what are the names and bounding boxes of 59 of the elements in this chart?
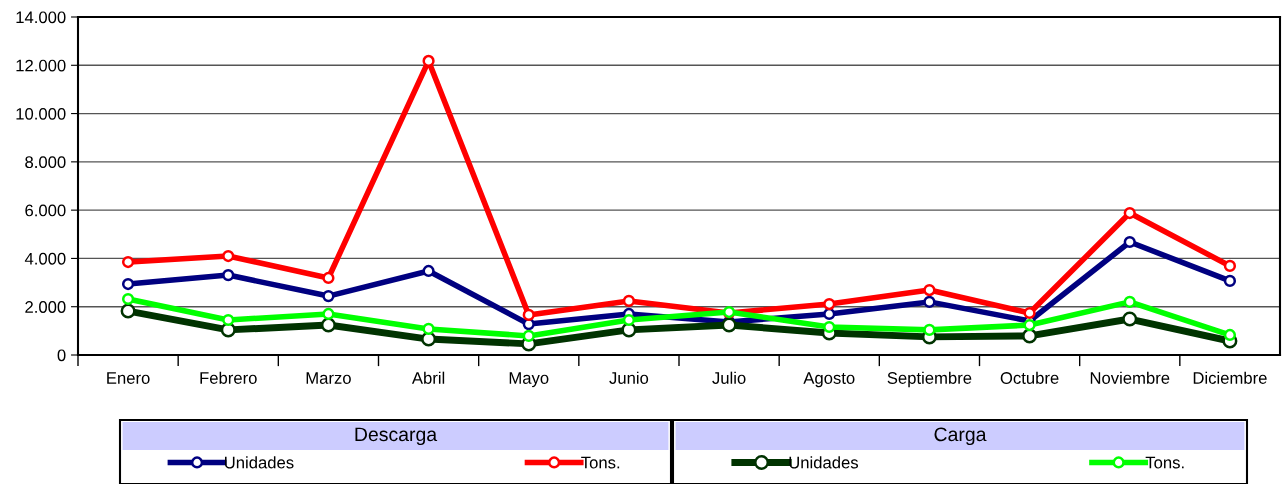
point [1123,295,1136,308]
point [1022,328,1038,344]
point [522,329,535,343]
y-tick-label: 8.000 [25,156,66,169]
text: Descarga [355,427,438,446]
point [923,283,936,297]
point [222,249,235,263]
x-tick-label: Septiembre [887,371,972,388]
y-tick-label: 6.000 [25,204,66,217]
x-tick-label: Mayo [509,372,549,388]
point [923,323,936,336]
point [322,289,335,303]
legend-label: Tons. [581,456,620,469]
point [1223,274,1237,287]
x-tick-label: Julio [712,371,746,384]
x-tick-label: Junio [609,371,649,384]
point [1223,259,1237,273]
point [1123,206,1136,220]
point [422,322,435,336]
point [522,308,535,322]
x-tick-label: Febrero [200,371,257,384]
point [721,317,737,333]
point [1122,311,1138,327]
point [222,268,235,282]
x-tick-label: Noviembre [1090,371,1170,384]
x-tick-label: Octubre [1000,371,1059,384]
point [823,297,836,311]
x-tick-label: Agosto [803,372,855,388]
point [1123,235,1136,249]
point [823,320,836,334]
x-tick-label: Diciembre [1193,371,1267,384]
point [121,255,135,269]
legend-label: Unidades [225,456,294,469]
point [1023,318,1036,332]
x-tick-label: Abril [411,371,445,384]
y-tick-label: 2.000 [25,301,66,313]
point [120,303,136,319]
point [121,277,135,291]
y-tick-label: 12.000 [16,59,66,72]
point [222,313,235,327]
point [823,307,836,321]
y-tick-label: 4.000 [24,252,66,265]
point [1223,328,1237,342]
y-tick-label: 14.000 [16,11,66,24]
point [1023,306,1036,320]
point [622,294,636,308]
x-tick-label: Marzo [306,372,351,384]
x-tick-label: Enero [107,372,150,384]
y-tick-label: 0 [57,349,66,362]
point [320,317,336,333]
point [422,264,435,278]
point [121,292,135,306]
text: Carga [934,427,987,446]
point [923,295,936,308]
legend-label: Tons. [1145,456,1184,469]
point [322,271,335,285]
y-tick-label: 10.000 [16,107,66,120]
point [322,307,335,321]
point [622,313,636,327]
